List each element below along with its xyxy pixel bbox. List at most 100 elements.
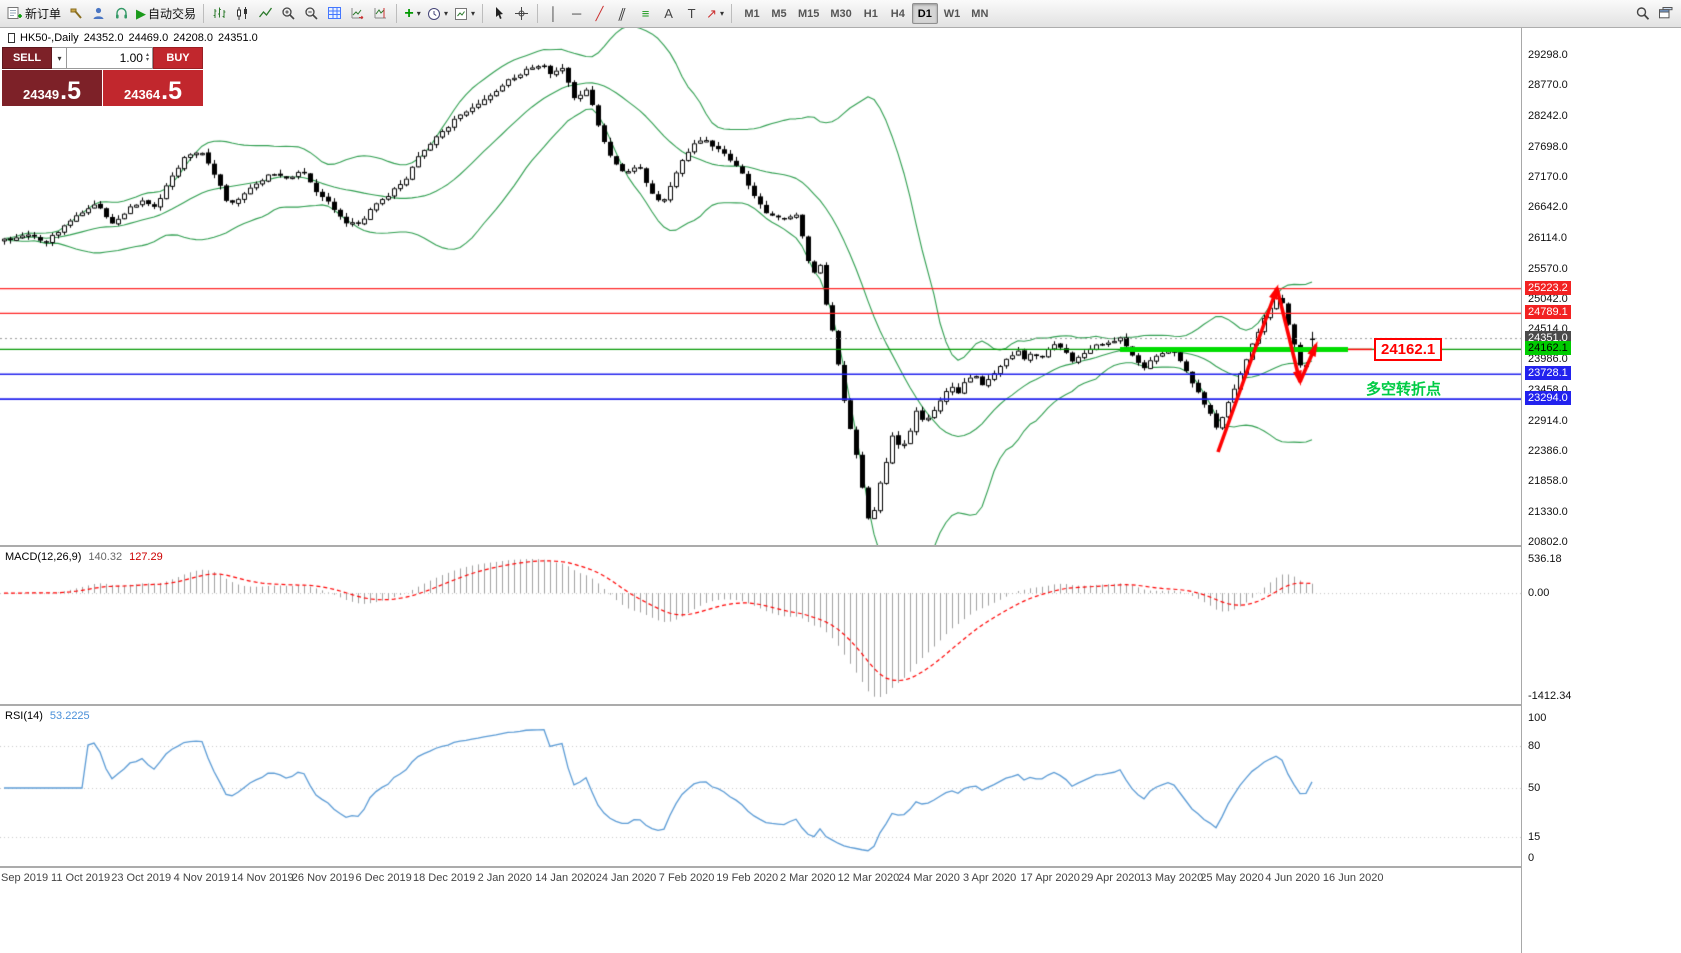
- date-label: 2 Mar 2020: [779, 872, 836, 884]
- macd-header: MACD(12,26,9) 140.32 127.29: [5, 551, 163, 563]
- price-badge-blue: 23294.0: [1525, 391, 1571, 406]
- search-button[interactable]: [1631, 2, 1654, 25]
- main-toolbar: 新订单 ▶ 自动交易 + ▾ ▾: [0, 0, 1681, 28]
- date-label: 6 Dec 2019: [355, 872, 412, 884]
- price-axis-label: 21330.0: [1528, 505, 1568, 518]
- timeframe-button-m1[interactable]: M1: [744, 7, 760, 20]
- text-button[interactable]: A: [657, 2, 680, 25]
- price-axis-label: 22386.0: [1528, 445, 1568, 458]
- one-click-trading-panel: SELL ▾ 1.00 ▴ ▾ BUY 24349.5 24364.5: [2, 47, 203, 106]
- horizontal-line-button[interactable]: ─: [565, 2, 588, 25]
- volume-field[interactable]: 1.00 ▴ ▾: [67, 47, 153, 69]
- crosshair-button[interactable]: [510, 2, 533, 25]
- volume-dropdown-button[interactable]: ▾: [52, 47, 67, 69]
- candlestick-chart-button[interactable]: [231, 2, 254, 25]
- spinner-up-icon: ▴: [145, 52, 149, 58]
- timeframe-button-m15[interactable]: M15: [797, 7, 820, 20]
- timeframe-button-m5[interactable]: M5: [771, 7, 787, 20]
- new-order-icon: [7, 7, 22, 19]
- timeframe-button-h1[interactable]: H1: [863, 7, 878, 20]
- low-value: 24208.0: [173, 32, 213, 44]
- candlestick-chart-icon: [237, 7, 248, 20]
- autotrading-button[interactable]: ▶ 自动交易: [133, 2, 199, 25]
- rsi-scale-label: 100: [1528, 712, 1547, 724]
- periods-button[interactable]: ▾: [424, 2, 451, 25]
- rsi-scale-label: 15: [1528, 831, 1541, 843]
- rsi-canvas[interactable]: [0, 706, 1521, 866]
- cursor-button[interactable]: [487, 2, 510, 25]
- sell-button[interactable]: SELL: [2, 47, 52, 69]
- date-label: 12 Mar 2020: [837, 872, 900, 884]
- price-axis-label: 22914.0: [1528, 414, 1568, 427]
- high-value: 24469.0: [128, 32, 169, 44]
- zoom-out-button[interactable]: [300, 2, 323, 25]
- horizontal-line-icon: ─: [571, 6, 582, 21]
- autoscroll-button[interactable]: [346, 2, 369, 25]
- buy-price-panel[interactable]: 24364.5: [103, 70, 203, 106]
- support-button[interactable]: [110, 2, 133, 25]
- timeframe-button-m30[interactable]: M30: [830, 7, 852, 20]
- buy-button[interactable]: BUY: [153, 47, 203, 69]
- rsi-panel-divider[interactable]: [0, 704, 1681, 706]
- main-chart-canvas[interactable]: [0, 28, 1521, 545]
- text-icon: A: [664, 6, 673, 21]
- price-axis-label: 23986.0: [1528, 353, 1568, 366]
- symbol-period-label: HK50-,Daily: [20, 32, 79, 44]
- hammer-icon: [70, 8, 82, 19]
- macd-name: MACD(12,26,9): [5, 551, 82, 563]
- price-axis-label: 27170.0: [1528, 170, 1568, 183]
- clock-icon: [428, 7, 441, 20]
- macd-canvas[interactable]: [0, 547, 1521, 704]
- label-button[interactable]: T: [680, 2, 703, 25]
- line-chart-button[interactable]: [254, 2, 277, 25]
- timeframe-button-h4[interactable]: H4: [890, 7, 905, 20]
- price-axis-label: 28242.0: [1528, 109, 1568, 122]
- fibonacci-button[interactable]: ≡: [634, 2, 657, 25]
- rsi-scale-label: 50: [1528, 782, 1541, 794]
- macd-scale-max: 536.18: [1528, 553, 1562, 565]
- rsi-scale-label: 80: [1528, 740, 1541, 752]
- timeframe-button-d1[interactable]: D1: [911, 3, 938, 24]
- price-callout[interactable]: 24162.1: [1374, 338, 1443, 362]
- grid-icon: [328, 7, 342, 19]
- date-label: 17 Apr 2020: [1020, 872, 1080, 884]
- price-axis-label: 21858.0: [1528, 475, 1568, 488]
- close-value: 24351.0: [217, 32, 258, 44]
- timeframe-button-w1[interactable]: W1: [943, 7, 961, 20]
- date-axis-divider[interactable]: [0, 866, 1681, 868]
- zoom-in-button[interactable]: [277, 2, 300, 25]
- templates-button[interactable]: ▾: [451, 2, 478, 25]
- macd-scale-zero: 0.00: [1528, 587, 1550, 600]
- autoscroll-icon: [351, 8, 364, 20]
- trendline-button[interactable]: ╱: [588, 2, 611, 25]
- macd-scale-min: -1412.34: [1528, 690, 1572, 702]
- fibonacci-icon: ≡: [641, 6, 650, 21]
- new-order-button[interactable]: 新订单: [4, 2, 64, 25]
- indicators-button[interactable]: + ▾: [401, 2, 424, 25]
- metaeditor-button[interactable]: [64, 2, 87, 25]
- date-label: 29 Apr 2020: [1081, 872, 1141, 884]
- window-button[interactable]: [1654, 2, 1677, 25]
- arrows-button[interactable]: ↗ ▾: [703, 2, 727, 25]
- chevron-down-icon: ▾: [444, 9, 449, 18]
- volume-stepper[interactable]: ▴ ▾: [145, 52, 149, 63]
- bar-chart-button[interactable]: [208, 2, 231, 25]
- crosshair-icon: [515, 7, 529, 20]
- channel-button[interactable]: ∥: [611, 2, 634, 25]
- date-label: 16 Jun 2020: [1322, 872, 1384, 884]
- price-axis-label: 20802.0: [1528, 536, 1568, 548]
- date-label: 25 May 2020: [1200, 872, 1264, 884]
- sell-price-panel[interactable]: 24349.5: [2, 70, 102, 106]
- date-label: 3 Apr 2020: [962, 872, 1017, 884]
- vertical-line-button[interactable]: │: [542, 2, 565, 25]
- candlestick-icon: [8, 33, 15, 43]
- sell-price-main: 24349: [22, 86, 60, 102]
- community-button[interactable]: [87, 2, 110, 25]
- chart-shift-button[interactable]: [369, 2, 392, 25]
- new-chart-button[interactable]: [323, 2, 346, 25]
- turning-point-label: 多空转折点: [1366, 381, 1442, 399]
- price-axis[interactable]: 29298.0 28770.0 28242.0 27698.0 27170.0 26642…: [1521, 28, 1681, 953]
- macd-panel-divider[interactable]: [0, 545, 1681, 547]
- timeframe-button-mn[interactable]: MN: [971, 7, 989, 20]
